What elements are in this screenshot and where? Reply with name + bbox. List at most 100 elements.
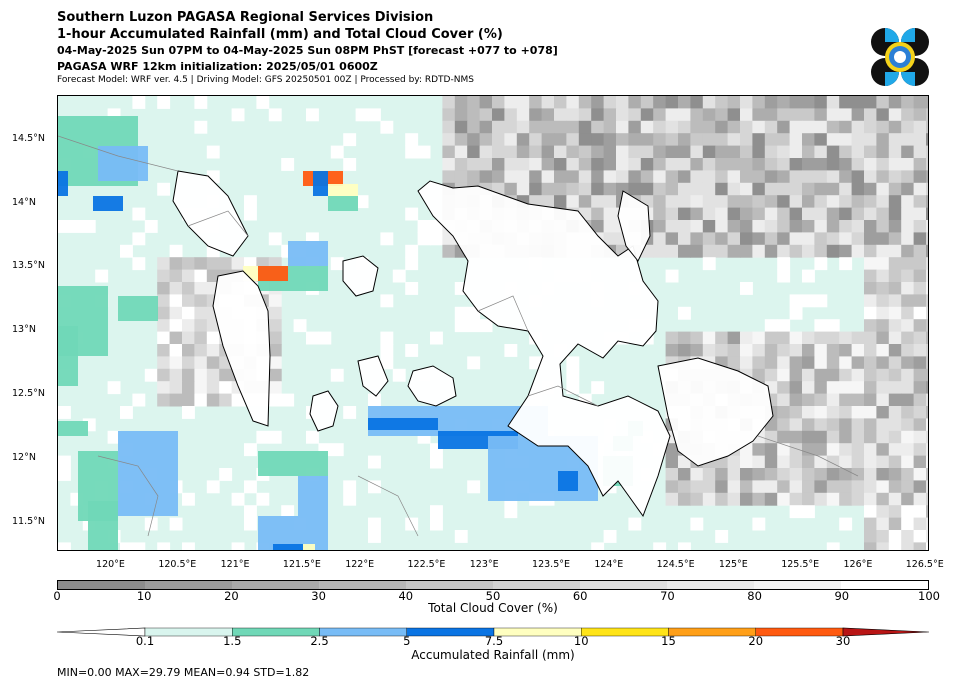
- cloud-cell: [603, 530, 617, 543]
- cloud-cell: [764, 368, 778, 382]
- cloud-cell: [814, 158, 828, 171]
- cloud-cell: [665, 232, 679, 246]
- cloud-cell: [752, 207, 766, 221]
- cloud-cell: [58, 406, 71, 419]
- cloud-cell: [777, 220, 791, 233]
- cloud-cell: [702, 145, 716, 159]
- cloud-cell: [752, 145, 766, 159]
- cloud-cell: [826, 455, 840, 469]
- land-polygon: [212, 270, 271, 427]
- cloud-cell: [802, 207, 815, 221]
- cloud-cell: [802, 108, 815, 122]
- cloud-cell: [802, 492, 815, 506]
- cloud-cell: [876, 480, 890, 494]
- rain-swatch: [493, 627, 582, 637]
- latitude-tick-label: 13°N: [12, 324, 36, 336]
- cloud-cell: [678, 120, 691, 134]
- cloud-cell: [665, 443, 679, 457]
- cloud-cell: [839, 430, 853, 444]
- cloud-cell: [802, 170, 815, 184]
- cloud-cell: [182, 282, 195, 295]
- cloud-cell: [789, 96, 803, 109]
- cloud-cell: [194, 381, 208, 395]
- cloud-cell: [864, 269, 877, 283]
- cloud-cell: [777, 381, 791, 395]
- latitude-tick-label: 12.5°N: [12, 388, 46, 400]
- cloud-cell: [194, 120, 208, 134]
- cloud-cell: [591, 133, 605, 147]
- cloud-cell: [541, 170, 555, 184]
- cloud-cell: [802, 145, 815, 159]
- cloud-cell: [752, 133, 766, 147]
- cloud-cell: [814, 257, 828, 271]
- cloud-cell: [839, 195, 853, 209]
- cloud-cell: [901, 220, 915, 233]
- cloud-cell: [405, 207, 419, 221]
- cloud-cell: [839, 443, 853, 457]
- cloud-cell: [752, 220, 766, 233]
- cloud-cell: [876, 96, 890, 109]
- cloud-cell: [926, 257, 928, 271]
- cloud-cell: [529, 182, 543, 196]
- cloud-cell: [467, 133, 481, 147]
- cloud-cell: [826, 120, 840, 134]
- cloud-cell: [864, 368, 877, 382]
- cloud-cell: [665, 331, 679, 345]
- cloud-cell: [926, 170, 928, 184]
- cloud-cell: [888, 505, 902, 519]
- cloud-cell: [678, 207, 691, 221]
- cloud-cell: [901, 480, 915, 494]
- cloud-cell: [479, 145, 493, 159]
- cloud-cell: [826, 244, 840, 258]
- cloud-cell: [554, 195, 567, 209]
- cloud-cell: [888, 96, 902, 109]
- rain-cell: [118, 431, 178, 516]
- cloud-cell: [268, 344, 282, 357]
- cloud-cell: [926, 282, 928, 295]
- cloud-cell: [702, 232, 716, 246]
- cloud-cover-tick-label: 100: [918, 589, 940, 603]
- cloud-cell: [789, 430, 803, 444]
- cloud-cell: [789, 356, 803, 370]
- cloud-cell: [454, 145, 468, 159]
- cloud-cell: [690, 517, 704, 531]
- cloud-cell: [876, 195, 890, 209]
- cloud-cell: [566, 96, 580, 109]
- cloud-cell: [702, 158, 716, 171]
- cloud-cell: [839, 492, 853, 506]
- cloud-cell: [690, 158, 704, 171]
- cloud-cell: [864, 170, 877, 184]
- cloud-cell: [826, 443, 840, 457]
- cloud-cell: [132, 232, 146, 246]
- cloud-cell: [430, 517, 443, 531]
- cloud-cell: [715, 468, 729, 481]
- cloud-cell: [182, 542, 195, 550]
- cloud-cell: [851, 133, 865, 147]
- cloud-cell: [864, 282, 877, 295]
- cloud-cell: [888, 195, 902, 209]
- cloud-cell: [789, 145, 803, 159]
- cloud-cell: [417, 220, 431, 233]
- cloud-cell: [752, 108, 766, 122]
- cloud-cell: [864, 406, 877, 419]
- cloud-cell: [876, 257, 890, 271]
- latitude-tick-label: 11.5°N: [12, 515, 46, 527]
- cloud-cell: [851, 220, 865, 233]
- cloud-cell: [926, 393, 928, 407]
- cloud-cell: [194, 344, 208, 357]
- cloud-cell: [851, 406, 865, 419]
- cloud-cell: [777, 443, 791, 457]
- cloud-cell: [206, 393, 220, 407]
- cloud-cell: [826, 331, 840, 345]
- cloud-cell: [219, 393, 233, 407]
- cloud-cell: [926, 492, 928, 506]
- cloud-cell: [901, 505, 915, 519]
- cloud-cell: [888, 182, 902, 196]
- cloud-cell: [802, 381, 815, 395]
- cloud-cell: [194, 356, 208, 370]
- cloud-cell: [454, 133, 468, 147]
- cloud-cell: [120, 244, 133, 258]
- cloud-cell: [306, 331, 319, 345]
- cloud-cell: [343, 133, 357, 147]
- rain-cell: [368, 418, 438, 430]
